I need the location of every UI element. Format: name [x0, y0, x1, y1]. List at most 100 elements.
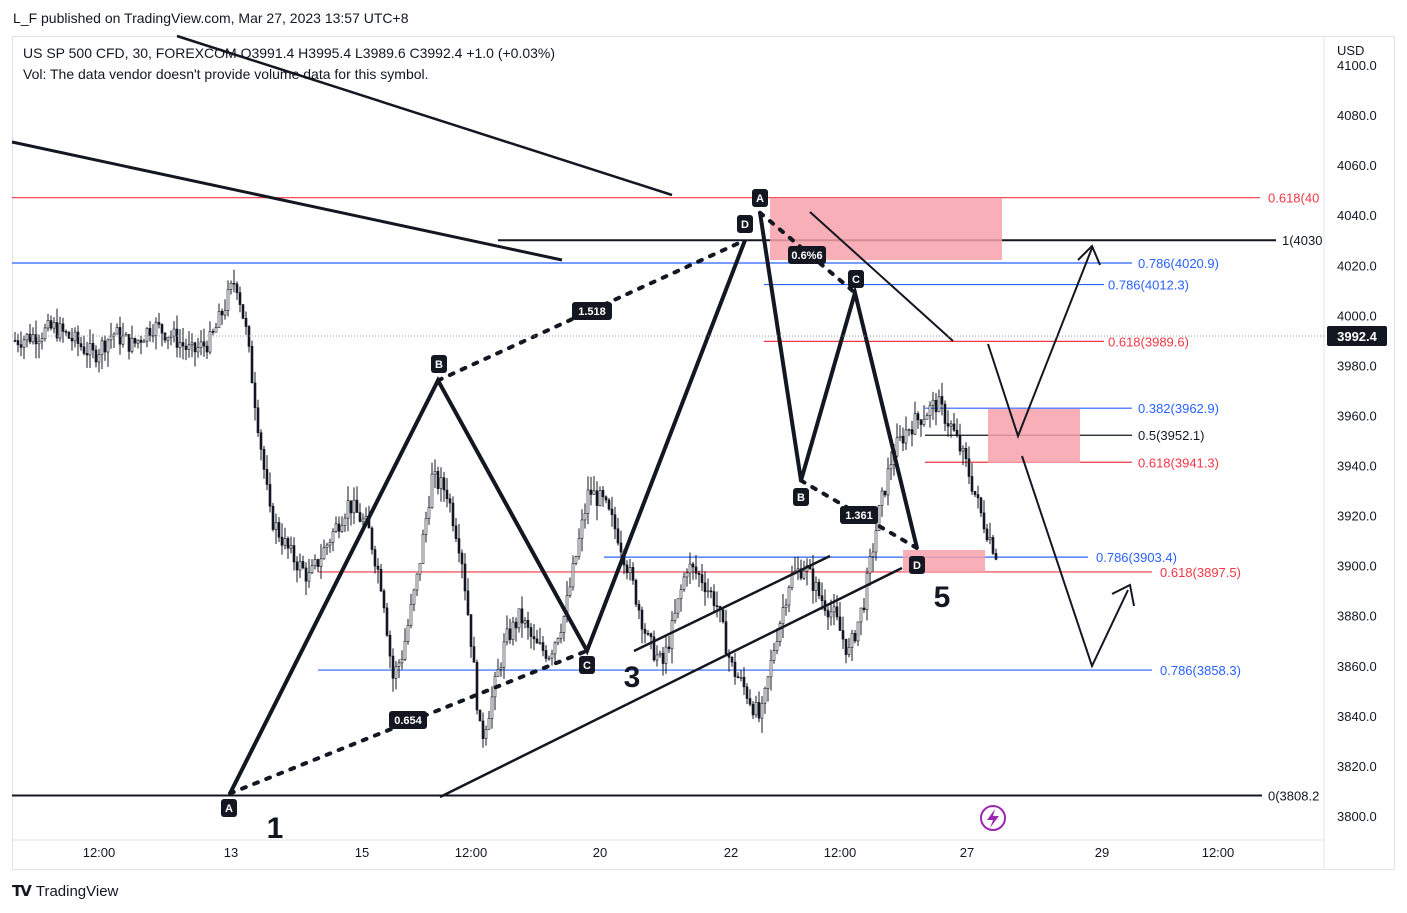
pattern2-point-d: D — [909, 556, 925, 574]
candle-body — [472, 646, 476, 663]
candle-body — [223, 310, 227, 316]
candle-body — [847, 647, 851, 655]
candle-body — [952, 423, 956, 431]
candle-body — [28, 333, 32, 343]
candle-body — [934, 399, 938, 413]
pattern2-point-d-bg — [909, 556, 925, 574]
candle-body — [139, 339, 143, 343]
candle-body — [409, 603, 413, 626]
pattern2-point-c-bg — [848, 270, 864, 288]
candle-body — [529, 627, 533, 637]
pattern1-point-d-bg — [737, 215, 753, 233]
candle-body — [583, 513, 587, 521]
candle-body — [100, 340, 104, 356]
candle-body — [979, 497, 983, 514]
candle-body — [193, 342, 197, 353]
candle-body — [748, 698, 752, 705]
candle-body — [982, 512, 986, 530]
candle-body — [817, 581, 821, 596]
candle-body — [859, 607, 863, 623]
candle-body — [535, 638, 539, 644]
symbol-legend: US SP 500 CFD, 30, FOREXCOM O3991.4 H399… — [23, 45, 556, 61]
candle-body — [418, 563, 422, 575]
candle-body — [307, 572, 311, 582]
fib-label: 0.786(3903.4) — [1096, 550, 1177, 565]
candle-body — [910, 429, 914, 435]
candle-body — [229, 282, 233, 290]
candle-body — [184, 345, 188, 350]
candle-body — [901, 435, 905, 444]
candle-body — [496, 669, 500, 677]
fib-label: 0.618(3989.6) — [1108, 334, 1189, 349]
candle-body — [961, 447, 965, 452]
candle-body — [646, 633, 650, 635]
last-price-label: 3992.4 — [1337, 329, 1378, 344]
pattern1-point-a: A — [221, 799, 237, 817]
candle-body — [283, 538, 287, 546]
candle-body — [31, 334, 35, 343]
candle-body — [766, 676, 770, 689]
candle-body — [712, 591, 716, 606]
candle-body — [64, 331, 68, 333]
candle-body — [55, 322, 59, 339]
projection-up-path — [987, 247, 1093, 439]
candle-body — [685, 572, 689, 578]
candle-body — [826, 610, 830, 618]
ratio-label-bg — [389, 711, 427, 729]
candle-body — [424, 518, 428, 535]
x-tick-label: 22 — [724, 845, 738, 860]
candle-body — [25, 333, 29, 341]
wave-label-3: 3 — [624, 661, 641, 694]
fib-label: 0.618(40 — [1268, 191, 1319, 206]
candle-body — [955, 429, 959, 436]
ratio-label-bg — [788, 246, 826, 264]
candle-body — [553, 642, 557, 655]
candle-body — [361, 518, 365, 522]
candle-body — [511, 621, 515, 640]
candle-body — [757, 702, 761, 719]
ratio-label: 1.518 — [572, 302, 612, 320]
projection-down-path — [1021, 455, 1129, 669]
projection-up-arrowhead — [1077, 244, 1101, 266]
candle-body — [607, 499, 611, 510]
candle-body — [670, 620, 674, 650]
candle-body — [559, 632, 563, 639]
candle-body — [163, 332, 167, 341]
ratio-label-bg — [840, 506, 878, 524]
candle-body — [514, 621, 518, 629]
candle-body — [784, 604, 788, 608]
candle-body — [778, 623, 782, 642]
harmonic-patterns[interactable] — [228, 210, 919, 796]
candle-body — [262, 449, 266, 470]
candle-body — [475, 662, 479, 711]
candle-body — [427, 507, 431, 519]
chart-frame[interactable] — [12, 36, 1395, 870]
candle-body — [703, 582, 707, 593]
last-price-badge — [1327, 326, 1387, 346]
lightning-icon[interactable] — [980, 805, 1006, 831]
candle-body — [145, 328, 149, 342]
candle-body — [46, 320, 50, 329]
candle-body — [271, 505, 275, 530]
candle-body — [625, 564, 629, 574]
fib-label: 0.618(3897.5) — [1160, 565, 1241, 580]
footer[interactable]: TV TradingView — [12, 880, 118, 902]
pattern2-point-a-bg — [752, 189, 768, 207]
y-tick-label: 4080.0 — [1337, 108, 1377, 123]
candle-body — [343, 517, 347, 526]
pattern1-point-a-text: A — [225, 803, 233, 815]
candle-body — [274, 522, 278, 530]
candle-body — [634, 580, 638, 605]
candle-body — [268, 484, 272, 507]
candle-body — [991, 537, 995, 554]
candle-body — [433, 471, 437, 475]
trendlines[interactable] — [11, 34, 1135, 799]
currency-label: USD — [1337, 43, 1365, 58]
candle-body — [79, 343, 83, 348]
pattern2-dotted-ac — [758, 210, 857, 295]
candle-body — [490, 696, 494, 719]
candle-body — [382, 590, 386, 609]
candle-body — [133, 337, 137, 344]
candle-body — [391, 655, 395, 679]
